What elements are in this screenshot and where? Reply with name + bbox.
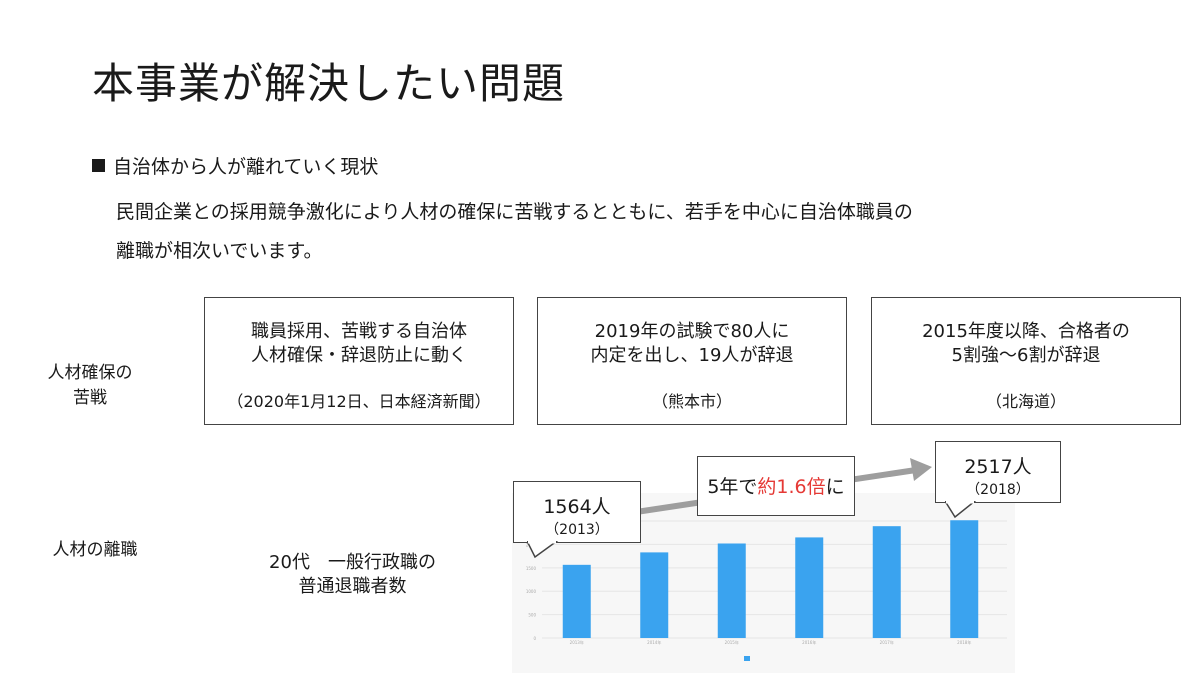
case-box-hokkaido: 2015年度以降、合格者の 5割強～6割が辞退 （北海道） (871, 297, 1181, 425)
x-tick-label: 2016年 (802, 639, 816, 645)
bar-chart: 05001000150020002500 2013年2014年2015年2016… (526, 519, 1007, 661)
bullet-heading: 自治体から人が離れていく現状 (92, 152, 378, 179)
case-box-nikkei: 職員採用、苦戦する自治体 人材確保・辞退防止に動く （2020年1月12日、日本… (204, 297, 514, 425)
bar-2017年 (872, 526, 901, 638)
case-box-line2: 内定を出し、19人が辞退 (590, 345, 794, 366)
bar-2018年 (950, 520, 979, 638)
x-tick-label: 2017年 (880, 639, 894, 645)
callout-2013-tail (527, 541, 559, 559)
x-tick-label: 2015年 (725, 639, 739, 645)
legend-swatch (744, 656, 750, 661)
y-tick-label: 500 (528, 613, 536, 618)
case-box-headline: 2015年度以降、合格者の 5割強～6割が辞退 (872, 320, 1180, 368)
growth-prefix: 5年で (707, 476, 758, 498)
x-tick-label: 2018年 (957, 639, 971, 645)
callout-2013: 1564人 （2013） (513, 481, 641, 543)
chart-panel: 05001000150020002500 2013年2014年2015年2016… (512, 493, 1015, 673)
case-box-source: （熊本市） (651, 392, 732, 411)
callout-growth: 5年で約1.6倍に (697, 456, 855, 516)
case-box-line1: 2019年の試験で80人に (594, 321, 790, 342)
case-box-source: （2020年1月12日、日本経済新聞） (227, 392, 491, 411)
row-label-recruitment: 人材確保の 苦戦 (40, 361, 140, 411)
y-tick-label: 1000 (526, 589, 537, 594)
case-box-headline: 職員採用、苦戦する自治体 人材確保・辞退防止に動く (205, 320, 513, 368)
callout-2018: 2517人 （2018） (935, 441, 1061, 503)
case-box-headline: 2019年の試験で80人に 内定を出し、19人が辞退 (538, 320, 846, 368)
body-text-line2: 離職が相次いでいます。 (116, 240, 323, 262)
callout-2013-value: 1564人 (543, 496, 611, 518)
x-tick-label: 2014年 (647, 639, 661, 645)
case-box-line2: 人材確保・辞退防止に動く (251, 345, 467, 366)
case-box-line1: 職員採用、苦戦する自治体 (251, 321, 467, 342)
square-bullet-icon (92, 159, 105, 172)
case-box-source: （北海道） (985, 392, 1066, 411)
callout-2013-year: （2013） (545, 522, 609, 538)
growth-highlight: 約1.6倍 (757, 476, 826, 498)
slide-title: 本事業が解決したい問題 (92, 59, 566, 108)
y-tick-label: 1500 (526, 566, 537, 571)
y-tick-label: 0 (533, 636, 536, 641)
row-label-turnover: 人材の離職 (52, 540, 138, 560)
bar-2015年 (717, 543, 746, 638)
callout-2018-year: （2018） (966, 482, 1030, 498)
turnover-chart-label-line2: 普通退職者数 (298, 576, 407, 597)
bar-2013年 (562, 564, 591, 638)
bar-2016年 (795, 537, 824, 638)
body-text-line1: 民間企業との採用競争激化により人材の確保に苦戦するとともに、若手を中心に自治体職… (116, 201, 913, 223)
row-label-recruitment-line2: 苦戦 (73, 388, 107, 408)
callout-2018-tail (945, 501, 977, 519)
case-box-line2: 5割強～6割が辞退 (951, 345, 1101, 366)
growth-arrow-head (910, 458, 932, 481)
case-box-kumamoto: 2019年の試験で80人に 内定を出し、19人が辞退 （熊本市） (537, 297, 847, 425)
callout-2018-value: 2517人 (964, 456, 1032, 478)
turnover-chart-label: 20代 一般行政職の 普通退職者数 (255, 551, 450, 599)
case-box-line1: 2015年度以降、合格者の (922, 321, 1130, 342)
bar-2014年 (640, 552, 669, 638)
row-label-recruitment-line1: 人材確保の (47, 363, 133, 383)
growth-suffix: に (825, 476, 845, 498)
bullet-text: 自治体から人が離れていく現状 (113, 156, 379, 178)
turnover-chart-label-line1: 20代 一般行政職の (269, 552, 436, 573)
x-tick-label: 2013年 (570, 639, 584, 645)
